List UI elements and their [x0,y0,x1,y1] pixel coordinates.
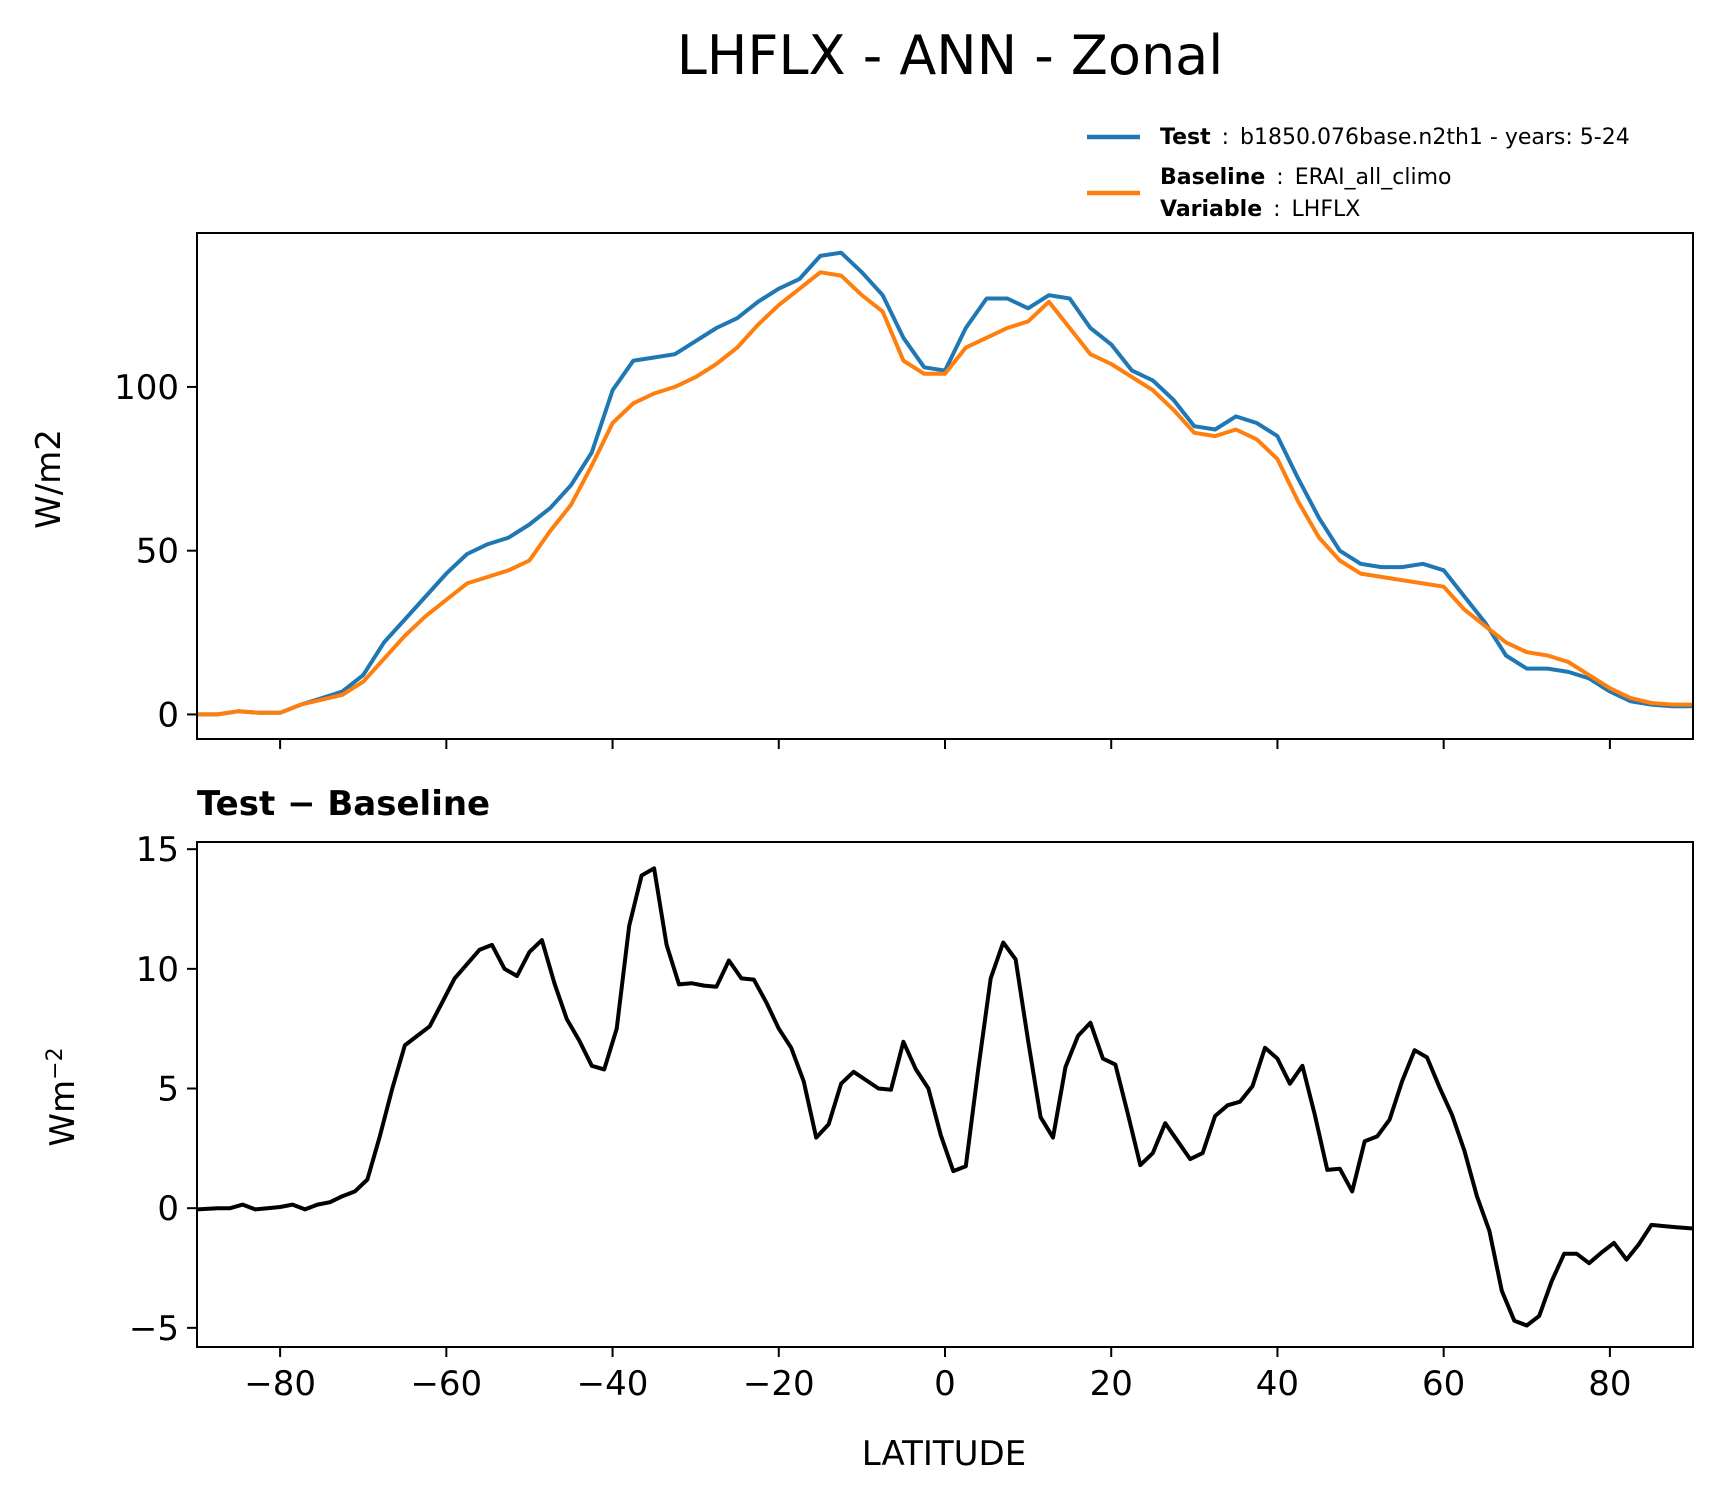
top-ytick-label: 0 [157,695,179,735]
bottom-ylabel: Wm−2 [43,1047,84,1146]
chart-title: LHFLX - ANN - Zonal [677,24,1224,87]
legend-variable-sep: : [1273,197,1280,222]
top-ytick-label: 100 [114,368,179,408]
bottom-ytick-label: 10 [136,950,179,990]
bottom-ytick-label: 15 [136,830,179,870]
top-ylabel: W/m2 [29,429,69,529]
legend-baseline-entry: Baseline : ERAI_all_climo [1160,165,1451,190]
bottom-xtick-label: −20 [743,1364,815,1404]
bottom-xtick-label: 60 [1422,1364,1465,1404]
legend-test-entry: Test : b1850.076base.n2th1 - years: 5-24 [1160,125,1630,150]
bottom-xtick-label: 80 [1588,1364,1631,1404]
legend-test-key: Test [1160,125,1211,150]
bottom-xlabel: LATITUDE [862,1434,1026,1474]
bottom-axes-frame [196,841,1694,1348]
bottom-xtick-label: 0 [934,1364,956,1404]
bottom-xtick-label: 40 [1256,1364,1299,1404]
bottom-ylabel-exp: −2 [43,1047,68,1079]
bottom-panel: −5 0 5 10 15 −80 −60 −40 −20 0 20 40 60 80 [129,830,1694,1404]
bottom-xtick-label: −80 [244,1364,316,1404]
top-series-test-line [197,250,1693,717]
top-ytick-label: 50 [136,532,179,572]
bottom-ytick-label: 5 [157,1070,179,1110]
top-panel: 0 50 100 [114,232,1694,749]
legend-variable-entry: Variable : LHFLX [1160,197,1360,222]
bottom-ylabel-base: Wm [43,1080,83,1147]
bottom-xtick-label: −60 [410,1364,482,1404]
bottom-ytick-label: 0 [157,1189,179,1229]
top-series-baseline-line [197,270,1693,717]
legend-test-sep: : [1222,125,1229,150]
bottom-ytick-label: −5 [129,1309,179,1349]
legend-baseline-value: ERAI_all_climo [1295,165,1452,190]
bottom-series-diff-line [197,866,1693,1328]
legend: Test : b1850.076base.n2th1 - years: 5-24… [1087,125,1630,222]
legend-variable-key: Variable [1160,197,1262,222]
legend-baseline-key: Baseline [1160,165,1265,190]
bottom-xtick-label: −40 [577,1364,649,1404]
bottom-panel-title: Test − Baseline [197,784,490,824]
legend-test-value: b1850.076base.n2th1 - years: 5-24 [1240,125,1630,150]
legend-variable-value: LHFLX [1292,197,1361,222]
bottom-xtick-label: 20 [1090,1364,1133,1404]
top-axes-frame [196,232,1694,740]
legend-baseline-sep: : [1276,165,1283,190]
